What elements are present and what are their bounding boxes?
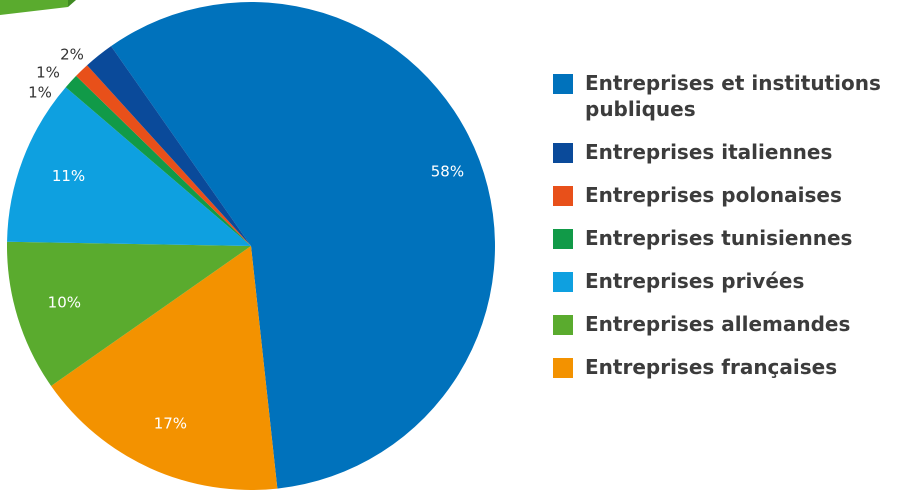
pie-slice-entreprises-allemandes — [6, 241, 251, 386]
pie-slice-entreprises-et-institutions-publiques — [111, 1, 496, 489]
pie-chart: 58%17%10%11%1%1%2% — [6, 1, 496, 490]
pie-slice-entreprises-tunisiennes — [65, 75, 252, 246]
legend-swatch — [553, 74, 573, 94]
corner-accent-tab — [0, 0, 76, 15]
slice-value-label: 58% — [431, 163, 464, 181]
legend-item-entreprises-et-institutions-publiques: Entreprises et institutions publiques — [553, 70, 905, 122]
legend-item-entreprises-italiennes: Entreprises italiennes — [553, 139, 905, 165]
pie-slice-entreprises-polonaises — [76, 65, 251, 246]
slice-value-label: 10% — [48, 294, 81, 312]
legend-label: Entreprises italiennes — [585, 140, 833, 164]
legend-swatch — [553, 186, 573, 206]
chart-legend: Entreprises et institutions publiques En… — [553, 70, 905, 397]
corner-accent-fill — [0, 0, 68, 15]
slice-value-label: 17% — [154, 414, 187, 432]
pie-slices — [6, 1, 496, 490]
legend-label: Entreprises tunisiennes — [585, 226, 853, 250]
legend-label: Entreprises et institutions publiques — [585, 71, 881, 121]
legend-swatch — [553, 315, 573, 335]
pie-slice-labels: 58%17%10%11%1%1%2% — [28, 46, 464, 433]
legend-label: Entreprises françaises — [585, 355, 838, 379]
legend-swatch — [553, 229, 573, 249]
legend-item-entreprises-francaises: Entreprises françaises — [553, 354, 905, 380]
slice-value-label: 11% — [52, 167, 85, 185]
pie-slice-entreprises-fran-aises — [51, 246, 278, 490]
legend-item-entreprises-polonaises: Entreprises polonaises — [553, 182, 905, 208]
slice-value-label: 1% — [36, 64, 60, 82]
legend-item-entreprises-privees: Entreprises privées — [553, 268, 905, 294]
legend-item-entreprises-allemandes: Entreprises allemandes — [553, 311, 905, 337]
slice-value-label: 2% — [60, 46, 84, 64]
legend-label: Entreprises polonaises — [585, 183, 842, 207]
legend-swatch — [553, 143, 573, 163]
legend-item-entreprises-tunisiennes: Entreprises tunisiennes — [553, 225, 905, 251]
legend-swatch — [553, 358, 573, 378]
legend-label: Entreprises allemandes — [585, 312, 851, 336]
pie-slice-entreprises-italiennes — [87, 46, 251, 247]
pie-slice-entreprises-priv-es — [7, 87, 252, 246]
legend-label: Entreprises privées — [585, 269, 805, 293]
slice-value-label: 1% — [28, 84, 52, 102]
legend-swatch — [553, 272, 573, 292]
corner-accent-shade — [68, 0, 76, 7]
